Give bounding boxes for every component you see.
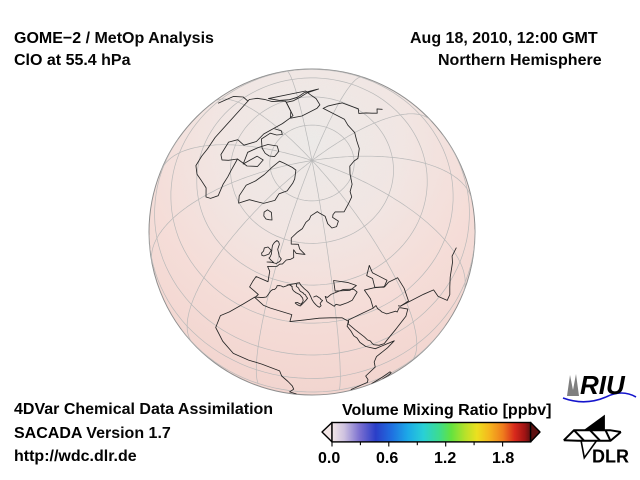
- svg-text:DLR: DLR: [592, 447, 629, 467]
